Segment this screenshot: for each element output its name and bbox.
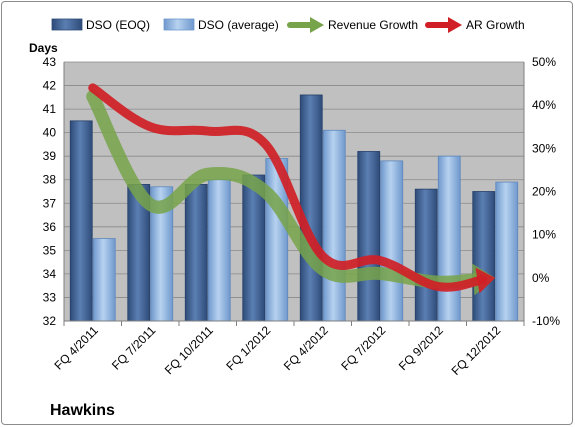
y-tick-label: 42 — [43, 79, 57, 93]
growth-lines — [86, 83, 496, 296]
y-tick-label: 36 — [43, 220, 57, 234]
legend-label-eoq: DSO (EOQ) — [86, 18, 150, 32]
bar-dso-eoq — [414, 188, 438, 322]
y-tick-label: 41 — [43, 102, 57, 116]
x-axis-ticks: FQ 4/2011 FQ 7/2011 FQ 10/2011 FQ 1/2012 FQ … — [52, 323, 504, 378]
bar-dso-eoq — [242, 174, 266, 322]
y2-tick-label: -10% — [532, 314, 560, 328]
y2-axis-ticks: -10% 0% 10% 20% 30% 40% 50% — [532, 55, 560, 328]
y-tick-label: 34 — [43, 267, 57, 281]
legend-arrow-revenue — [287, 17, 324, 33]
legend-swatch-eoq — [51, 18, 83, 31]
y-tick-label: 32 — [43, 314, 57, 328]
legend-label-revenue: Revenue Growth — [328, 18, 418, 32]
bar-dso-eoq — [357, 151, 381, 322]
y-tick-label: 43 — [43, 55, 57, 69]
y-tick-label: 37 — [43, 196, 57, 210]
y-tick-label: 33 — [43, 290, 57, 304]
x-tick-label: FQ 7/2012 — [338, 323, 388, 373]
company-label: Hawkins — [50, 402, 115, 419]
bar-dso-average — [207, 179, 231, 322]
x-tick-label: FQ 1/2012 — [223, 323, 273, 373]
x-tick-label: FQ 9/2012 — [396, 323, 446, 373]
x-tick-label: FQ 10/2011 — [162, 323, 216, 377]
y2-tick-label: 30% — [532, 141, 556, 155]
y-tick-label: 35 — [43, 243, 57, 257]
y2-tick-label: 20% — [532, 185, 556, 199]
legend-arrow-ar — [425, 17, 462, 33]
legend: DSO (EOQ) DSO (average) Revenue Growth A… — [51, 17, 525, 33]
axes — [63, 62, 525, 326]
legend-swatch-avg — [163, 18, 195, 31]
ar-growth-line — [88, 83, 488, 292]
x-tick-label: FQ 12/2012 — [449, 323, 504, 378]
x-tick-label: FQ 4/2011 — [52, 323, 102, 373]
x-tick-label: FQ 4/2012 — [281, 323, 331, 373]
x-tick-label: FQ 7/2011 — [109, 323, 159, 373]
y-tick-label: 38 — [43, 173, 57, 187]
y2-tick-label: 40% — [532, 98, 556, 112]
y2-tick-label: 10% — [532, 228, 556, 242]
y-tick-label: 40 — [43, 126, 57, 140]
y-axis-title: Days — [29, 41, 58, 55]
bar-dso-average — [322, 129, 346, 322]
bar-dso-eoq — [184, 184, 208, 322]
bar-dso-average — [92, 238, 116, 322]
bar-dso-average — [437, 155, 461, 322]
ar-growth-arrowhead — [475, 267, 496, 294]
legend-label-avg: DSO (average) — [198, 18, 279, 32]
legend-label-ar: AR Growth — [466, 18, 525, 32]
bar-dso-eoq — [472, 191, 496, 322]
bar-dso-eoq — [299, 94, 323, 322]
y2-tick-label: 0% — [532, 271, 550, 285]
bar-dso-average — [495, 181, 519, 322]
y2-tick-label: 50% — [532, 55, 556, 69]
y-tick-label: 39 — [43, 149, 57, 163]
bar-dso-eoq — [69, 120, 93, 322]
y-axis-ticks: 32 33 34 35 36 37 38 39 40 41 42 43 — [43, 55, 57, 328]
bar-dso-average — [380, 160, 404, 322]
